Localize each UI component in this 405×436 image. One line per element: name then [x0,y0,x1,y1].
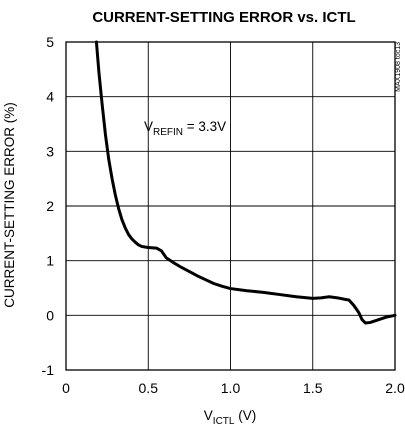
series-group [94,40,397,325]
x-tick-label: 2.0 [385,380,405,396]
x-tick-label: 0.5 [139,380,159,396]
grid-lines [66,42,395,370]
x-axis-label: VICTL (V) [204,408,256,427]
part-number: MAX1908 toc13 [395,42,402,92]
annotation-vrefin: VREFIN = 3.3V [144,119,226,138]
y-tick-labels: -1 0 1 2 3 4 5 [42,34,55,378]
y-tick-label: 0 [46,307,54,323]
series-line-0 [94,40,397,325]
x-tick-labels: 0 0.5 1.0 1.5 2.0 [62,380,405,396]
y-tick-label: 1 [46,253,54,269]
x-tick-label: 1.5 [303,380,323,396]
y-tick-label: 4 [46,89,54,105]
x-tick-label: 1.0 [221,380,241,396]
y-tick-label: 5 [46,34,54,50]
y-axis-label: CURRENT-SETTING ERROR (%) [2,102,17,308]
y-tick-label: -1 [42,362,55,378]
y-tick-label: 2 [46,198,54,214]
plot-frame [65,41,396,371]
y-tick-label: 3 [46,143,54,159]
x-tick-label: 0 [62,380,70,396]
chart-title: CURRENT-SETTING ERROR vs. ICTL [92,9,355,26]
plot-area-border [65,41,396,371]
